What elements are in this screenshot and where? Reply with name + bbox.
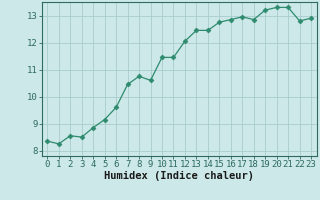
X-axis label: Humidex (Indice chaleur): Humidex (Indice chaleur): [104, 171, 254, 181]
